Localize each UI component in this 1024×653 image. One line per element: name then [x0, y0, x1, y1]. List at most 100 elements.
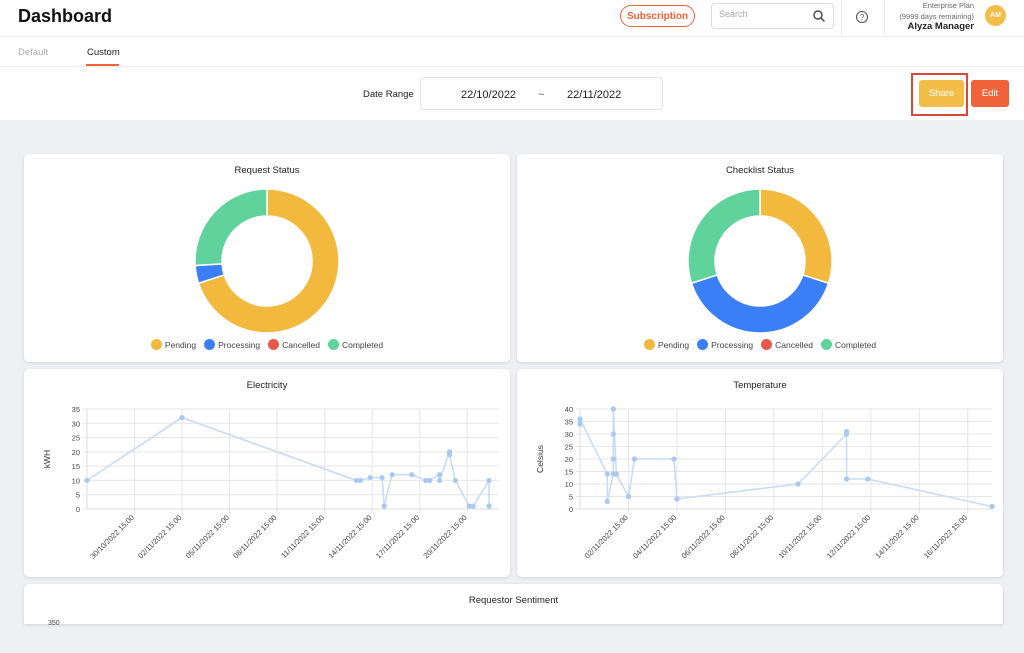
active-tab-indicator	[86, 64, 119, 66]
legend-item-processing[interactable]: Processing	[204, 339, 260, 350]
data-point[interactable]	[795, 481, 801, 487]
toolbar: Date Range 22/10/2022 ~ 22/11/2022 Share…	[0, 67, 1024, 120]
data-point[interactable]	[84, 477, 90, 484]
chart-legend: Pending Processing Cancelled Completed	[517, 339, 1003, 350]
data-point[interactable]	[613, 471, 619, 477]
edit-button[interactable]: Edit	[971, 80, 1009, 107]
y-tick-label: 0	[76, 505, 80, 514]
data-point[interactable]	[179, 414, 185, 421]
date-to[interactable]: 22/11/2022	[567, 89, 622, 101]
y-tick-label: 15	[565, 468, 573, 477]
legend-swatch	[643, 339, 655, 350]
search-box[interactable]	[711, 3, 834, 29]
data-point[interactable]	[671, 456, 677, 462]
data-point[interactable]	[466, 503, 472, 509]
data-point[interactable]	[353, 477, 359, 484]
x-tick-label: 05/11/2022 15:00	[184, 513, 231, 560]
chart-title: Checklist Status	[725, 165, 795, 176]
data-point[interactable]	[446, 452, 453, 458]
y-tick-label: 25	[565, 443, 573, 452]
legend-label: Cancelled	[282, 339, 320, 350]
plan-remaining: (9999 days remaining)	[899, 12, 974, 21]
legend-item-pending[interactable]: Pending	[643, 339, 690, 350]
x-tick-label: 14/11/2022 15:00	[873, 513, 920, 560]
legend-label: Completed	[341, 339, 384, 350]
data-point[interactable]	[427, 477, 433, 484]
subscription-button[interactable]: Subscription	[620, 5, 695, 27]
data-point[interactable]	[357, 477, 363, 484]
data-point[interactable]	[436, 472, 443, 478]
legend-swatch	[820, 339, 832, 350]
tab-default[interactable]: Default	[18, 47, 49, 58]
slice-pending[interactable]	[759, 188, 833, 285]
date-from[interactable]: 22/10/2022	[461, 89, 517, 101]
tab-custom[interactable]: Custom	[87, 47, 120, 58]
user-name[interactable]: Alyza Manager	[907, 21, 974, 32]
chart-title: Electricity	[246, 380, 288, 391]
data-point[interactable]	[409, 472, 415, 478]
data-point[interactable]	[486, 477, 492, 484]
data-point[interactable]	[577, 416, 583, 422]
avatar[interactable]: AM	[985, 5, 1006, 26]
data-point[interactable]	[423, 477, 429, 484]
y-tick-label: 30	[565, 430, 573, 439]
slice-completed[interactable]	[687, 188, 761, 285]
data-point[interactable]	[631, 456, 638, 462]
data-point[interactable]	[604, 471, 610, 477]
data-point[interactable]	[486, 503, 492, 509]
data-point[interactable]	[577, 421, 583, 427]
divider	[841, 0, 842, 37]
data-point[interactable]	[604, 498, 610, 505]
data-point[interactable]	[843, 476, 850, 482]
help-icon[interactable]: ?	[855, 10, 869, 24]
temperature-card: Temperature 40 35 30 25 20 15 10 5 0 02/11/2022 1…	[517, 369, 1003, 577]
data-point[interactable]	[379, 474, 385, 481]
data-point[interactable]	[843, 428, 850, 435]
search-icon[interactable]	[812, 9, 826, 23]
slice-processing[interactable]	[690, 273, 830, 334]
legend-item-cancelled[interactable]: Cancelled	[268, 339, 320, 350]
y-tick-label: 25	[72, 434, 80, 443]
legend-item-completed[interactable]: Completed	[820, 339, 876, 350]
slice-completed[interactable]	[194, 188, 268, 267]
data-point[interactable]	[470, 503, 476, 509]
x-tick-label: 11/11/2022 15:00	[279, 513, 326, 560]
data-point[interactable]	[436, 477, 443, 484]
data-point[interactable]	[389, 472, 395, 478]
legend-item-completed[interactable]: Completed	[327, 339, 384, 350]
data-point[interactable]	[452, 477, 459, 484]
y-tick-label: 20	[72, 448, 80, 457]
legend-item-pending[interactable]: Pending	[150, 339, 196, 350]
temperature-line-chart: 40 35 30 25 20 15 10 5 0 02/11/2022 15:00 04/11/20…	[535, 405, 995, 560]
requestor-sentiment-card: Requestor Sentiment 350	[24, 584, 1003, 627]
chart-title: Request Status	[234, 165, 300, 176]
data-point[interactable]	[367, 474, 373, 481]
data-point[interactable]	[989, 503, 995, 510]
legend-label: Pending	[657, 339, 690, 350]
data-point[interactable]	[674, 496, 680, 502]
search-input[interactable]	[719, 9, 809, 19]
x-tick-label: 14/11/2022 15:00	[326, 513, 373, 560]
data-point[interactable]	[381, 503, 387, 509]
data-point[interactable]	[610, 406, 616, 412]
legend-swatch	[204, 339, 216, 350]
chart-title: Requestor Sentiment	[468, 595, 559, 606]
legend-item-cancelled[interactable]: Cancelled	[761, 339, 813, 350]
share-button[interactable]: Share	[919, 80, 964, 107]
data-point[interactable]	[625, 493, 632, 500]
x-tick-label: 20/11/2022 15:00	[421, 513, 468, 560]
x-tick-label: 04/11/2022 15:00	[631, 513, 678, 560]
top-bar: Dashboard Subscription ? Enterprise Plan…	[0, 0, 1024, 37]
data-point[interactable]	[610, 456, 616, 462]
date-range-picker[interactable]: 22/10/2022 ~ 22/11/2022	[420, 77, 663, 110]
y-tick-label: 40	[565, 405, 573, 414]
data-point[interactable]	[865, 476, 871, 482]
share-highlight	[911, 73, 968, 116]
plan-info: Enterprise Plan (9999 days remaining)	[888, 0, 974, 22]
data-point[interactable]	[610, 431, 616, 437]
date-separator: ~	[538, 89, 545, 101]
chart-title: Temperature	[733, 380, 787, 391]
slice-pending[interactable]	[197, 188, 340, 334]
legend-item-processing[interactable]: Processing	[697, 339, 753, 350]
x-tick-label: 17/11/2022 15:00	[374, 513, 421, 560]
